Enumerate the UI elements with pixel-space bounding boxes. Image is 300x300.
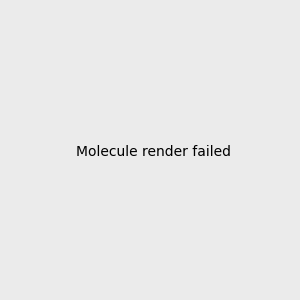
Text: Molecule render failed: Molecule render failed — [76, 145, 231, 158]
